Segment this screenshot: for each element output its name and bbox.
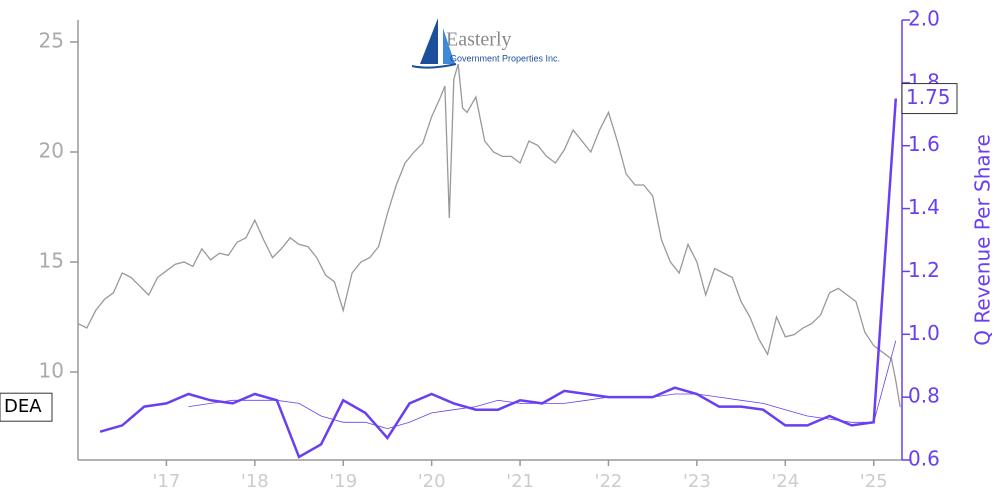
x-tick-label: '22 [595, 471, 623, 492]
ticker-label: DEA [4, 396, 42, 417]
y-tick-label: 10 [39, 359, 64, 383]
logo-wave [411, 63, 457, 69]
price-line [77, 63, 901, 408]
logo-tagline: Government Properties Inc. [450, 53, 560, 63]
revenue-line [99, 98, 898, 459]
logo-sail [420, 18, 438, 64]
last-value-box [901, 83, 958, 115]
y-tick-label: 15 [39, 249, 64, 273]
y2-tick-label: 1.6 [908, 132, 940, 156]
x-tick-label: '23 [683, 471, 711, 492]
y2-tick-label: 1.4 [908, 195, 940, 219]
ticker-box [0, 392, 53, 422]
logo-name: Easterly [446, 29, 512, 51]
y2-tick-label: 1.2 [908, 258, 940, 282]
x-tick-label: '20 [418, 471, 446, 492]
x-tick-label: '24 [771, 471, 799, 492]
revenue-average-line [188, 340, 897, 430]
y-tick-label: 20 [39, 139, 64, 163]
x-tick-label: '25 [860, 471, 888, 492]
y2-tick-label: 0.8 [908, 384, 940, 408]
x-tick-label: '19 [329, 471, 357, 492]
y2-tick-label: 2.0 [908, 7, 940, 31]
x-tick-label: '21 [506, 471, 534, 492]
x-tick-label: '17 [152, 471, 180, 492]
logo-sail [443, 28, 455, 64]
last-value-label: 1.75 [906, 85, 951, 109]
y-tick-label: 25 [39, 29, 64, 53]
logo: Easterly Government Properties Inc. [411, 18, 560, 69]
y2-axis-label: Q Revenue Per Share [971, 134, 995, 346]
y2-tick-label: 1.0 [908, 321, 940, 345]
y2-tick-label: 0.6 [908, 447, 940, 471]
x-tick-label: '18 [241, 471, 269, 492]
